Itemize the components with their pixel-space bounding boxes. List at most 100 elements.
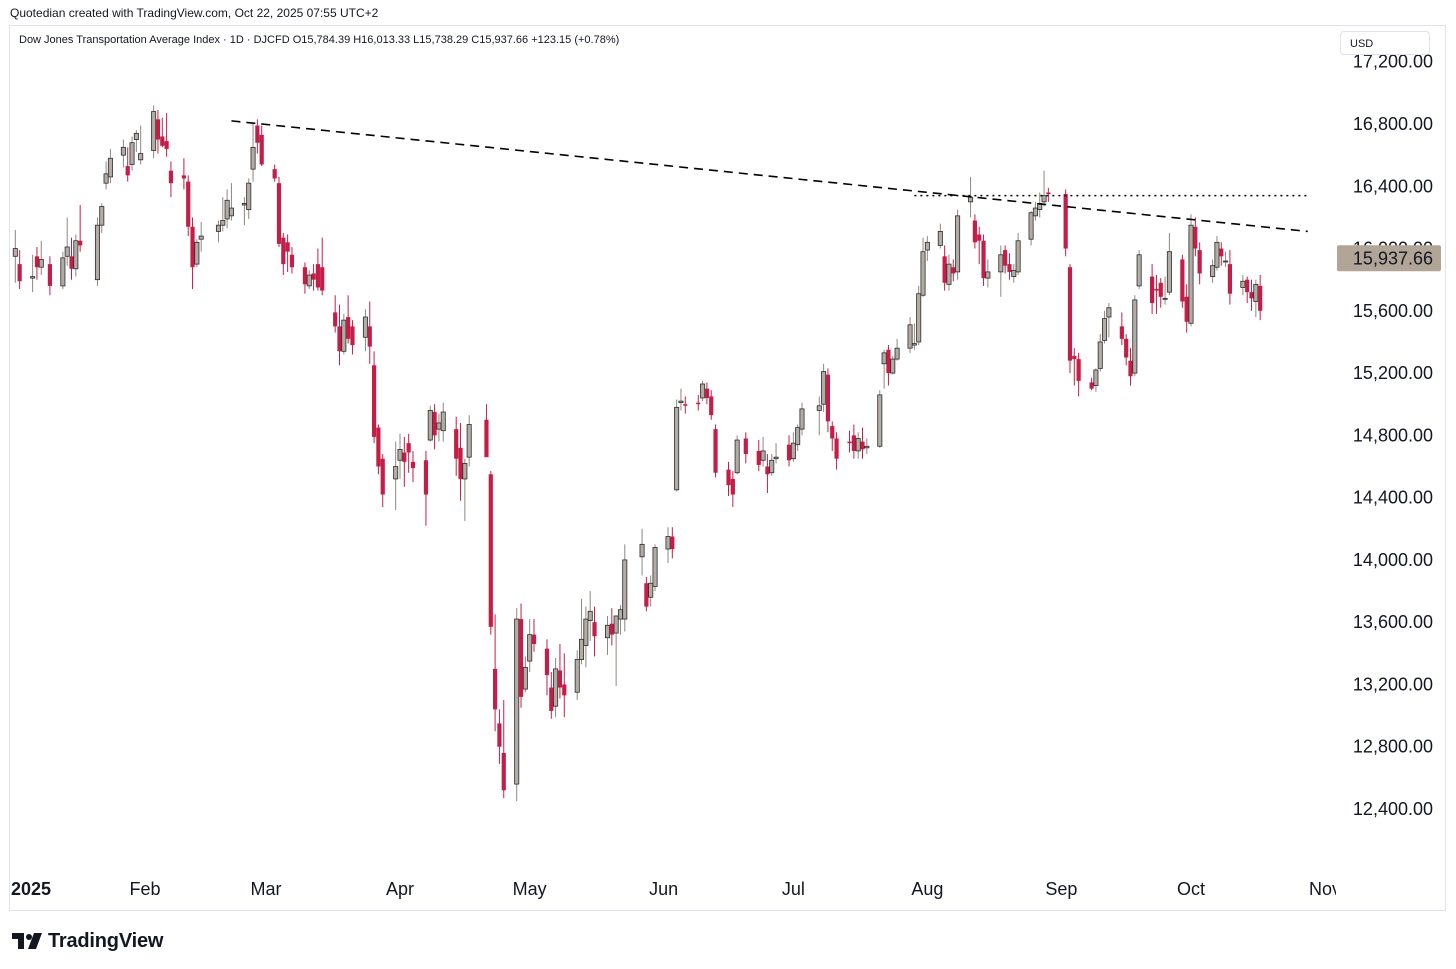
candle-body [194,241,200,265]
candle-body [1227,264,1233,294]
y-tick-label: 13,200.00 [1353,674,1433,694]
candle-body [341,319,347,352]
candle-body [1210,265,1216,277]
x-tick-label: Feb [129,879,160,899]
candle-body [648,582,654,598]
candle-body [281,237,286,265]
candle-body [380,458,385,495]
candle-body [103,173,109,184]
candle-body [190,226,195,268]
y-tick-label: 17,200.00 [1353,52,1433,72]
candle-body [816,405,822,411]
y-tick-label: 14,000.00 [1353,550,1433,570]
candle-body [1258,285,1263,311]
candle-body [1124,338,1129,358]
candle-body [440,411,446,432]
x-tick-label: Nov [1309,879,1341,899]
candle-body [790,442,796,460]
candle-body [133,132,139,140]
candle-body [125,166,130,176]
x-tick-label: Sep [1045,879,1077,899]
candle-body [78,240,83,246]
candle-body [311,273,316,280]
candle-body [760,450,766,461]
candle-body [674,406,680,491]
x-tick-label: Jul [782,879,805,899]
x-tick-label: Apr [386,879,414,899]
candle-body [129,142,135,165]
candle-body [1007,264,1012,272]
candle-body [289,254,295,268]
candle-body [920,251,926,296]
candle-body [1128,360,1133,377]
candle-body [937,231,943,246]
candle-body [1093,369,1099,386]
candle-body [466,424,472,458]
candle-body [306,274,312,287]
candle-body [518,619,524,697]
candle-body [1032,207,1038,217]
candle-body [609,623,614,635]
candle-body [120,146,126,156]
candle-body [1089,382,1094,389]
candle-body [834,438,839,459]
candle-body [38,259,44,268]
candle-body [730,478,735,495]
candle-body [756,450,761,465]
candle-body [890,358,896,374]
candle-body [493,668,498,710]
candle-body [423,460,429,495]
candle-body [1097,341,1103,369]
candle-body [514,618,520,785]
chart-frame[interactable] [9,25,1446,911]
candle-body [1214,241,1220,268]
candle-body [1046,192,1051,195]
x-tick-label: 2025 [11,879,51,899]
candle-body [346,317,351,339]
candle-body [198,235,204,240]
candle-body [726,469,731,486]
candle-body [527,634,533,662]
currency-selector[interactable]: USD [1340,31,1430,55]
candle-body [1162,297,1168,300]
candle-body [1028,212,1034,240]
candle-body [1188,224,1194,324]
candle-body [678,400,684,404]
candle-body [69,256,74,269]
candle-body [501,752,506,791]
candle-body [488,474,493,627]
candle-body [1072,355,1077,360]
candle-body [1249,292,1254,299]
candle-body [241,202,247,206]
candle-body [743,438,748,455]
candle-body [709,396,714,416]
candle-body [94,224,100,281]
candle-body [1011,269,1017,277]
candle-body [683,404,688,406]
y-tick-label: 16,400.00 [1353,176,1433,196]
candle-body [1119,326,1124,339]
candle-body [1003,250,1008,266]
candle-body [1219,248,1224,257]
candle-body [1223,260,1229,263]
candle-body [186,181,191,227]
candle-body [337,326,342,352]
candle-body [773,456,779,460]
candle-body [864,445,870,449]
candle-body [769,459,775,474]
candle-body [333,312,338,327]
candle-body [255,125,260,143]
candle-body [1150,276,1155,304]
candle-body [462,462,468,480]
y-tick-label: 15,200.00 [1353,363,1433,383]
x-tick-label: Jun [649,879,678,899]
candle-body [250,146,256,170]
candle-body [1166,251,1172,293]
candle-body [968,196,974,203]
candle-body [1154,289,1159,291]
candle-body [1193,226,1198,249]
candle-body [99,206,105,226]
candle-body [998,254,1004,273]
candle-body [639,543,645,558]
